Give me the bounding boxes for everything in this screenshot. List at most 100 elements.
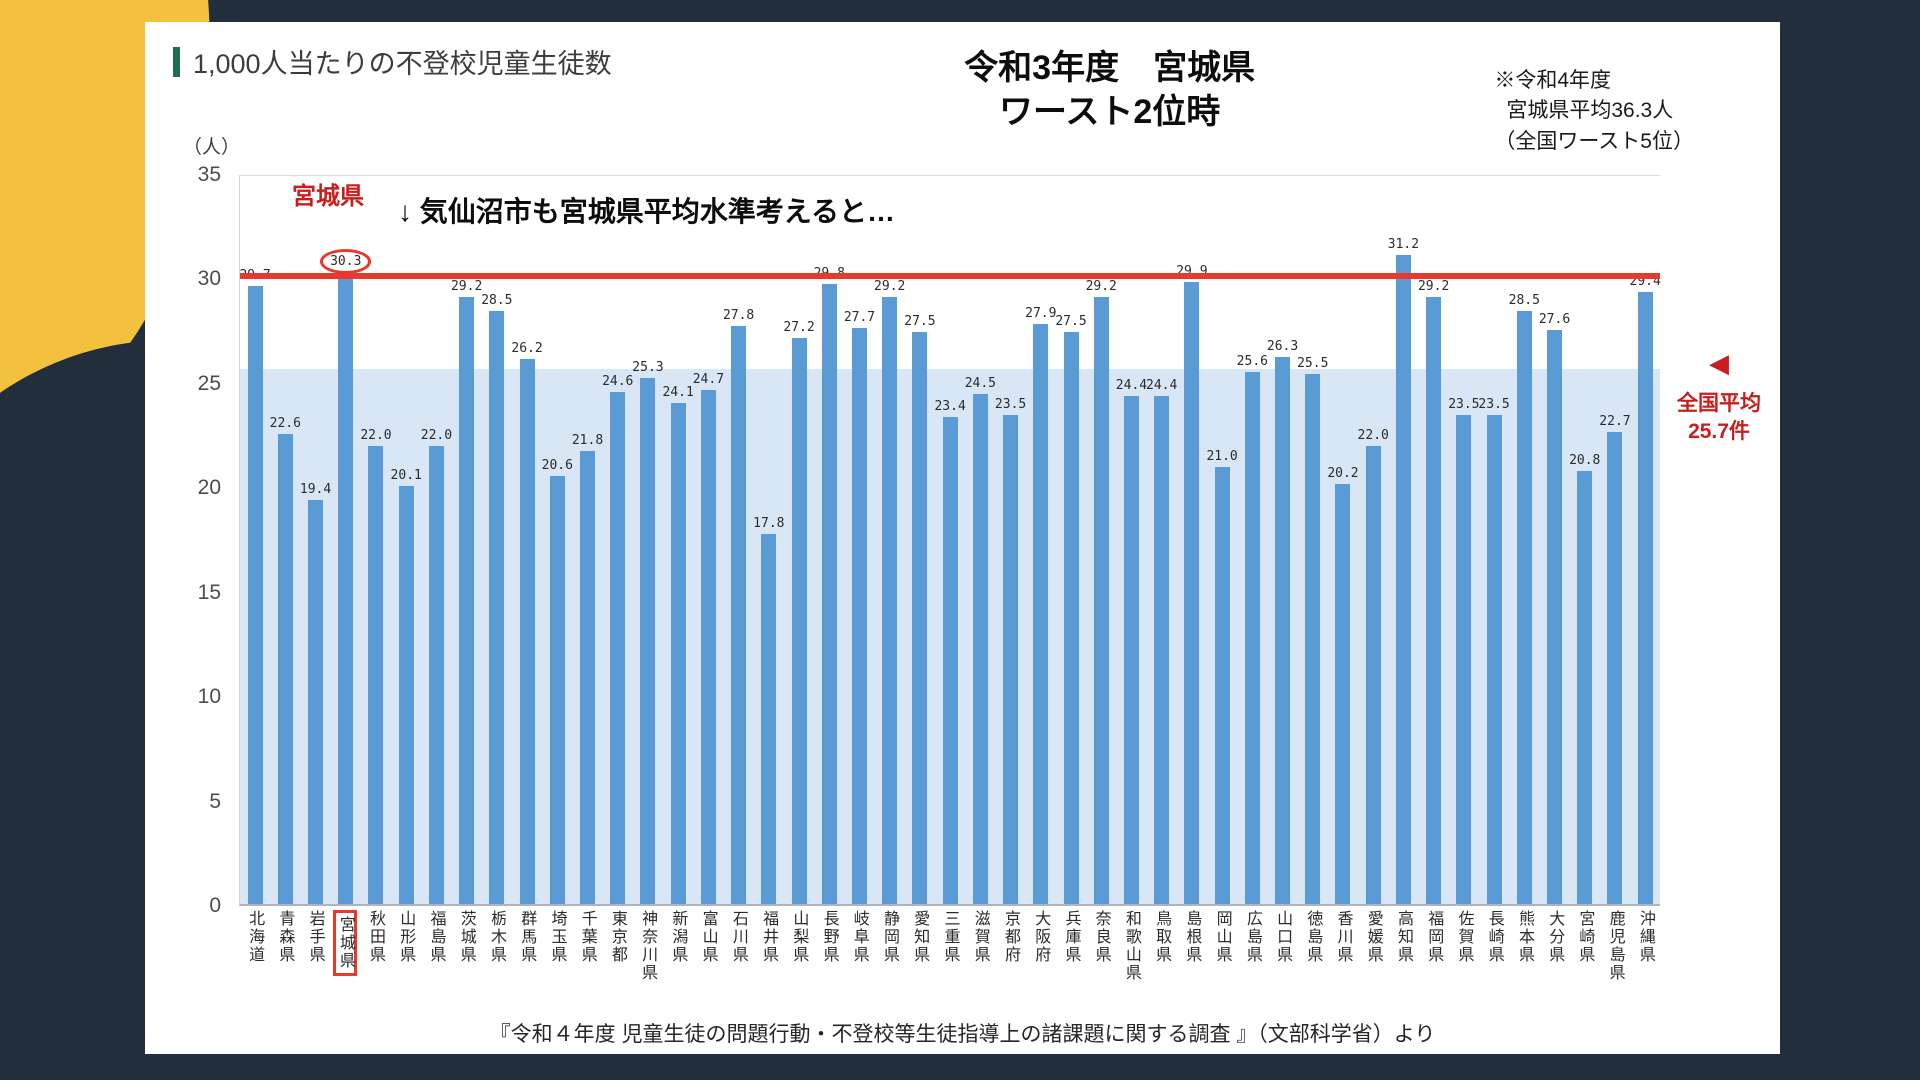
- prefecture-name: 東京都: [608, 910, 626, 964]
- x-axis-label: 埼玉県: [541, 910, 571, 1028]
- prefecture-name: 大阪府: [1032, 910, 1050, 964]
- prefecture-name: 沖縄県: [1636, 910, 1654, 964]
- bar: [1426, 296, 1442, 904]
- national-average-label: 全国平均: [1677, 392, 1761, 415]
- bar: [1516, 311, 1532, 904]
- prefecture-name: 青森県: [276, 910, 294, 964]
- bar-column: 23.4: [934, 176, 966, 904]
- bar-value-label: 27.8: [722, 307, 755, 323]
- bar-value-label: 24.6: [602, 374, 634, 390]
- bar-value-label: 27.9: [1025, 305, 1057, 321]
- title-accent-bar: [173, 46, 180, 77]
- bar: [1275, 356, 1291, 904]
- bar: [277, 433, 293, 904]
- x-axis-label: 愛知県: [904, 910, 934, 1028]
- bar-column: 20.6: [542, 176, 573, 904]
- bar-column: 24.7: [693, 176, 724, 904]
- bar-column: 20.1: [391, 176, 422, 904]
- prefecture-name: 福島県: [427, 910, 445, 964]
- bar: [1123, 396, 1139, 904]
- x-axis-label: 青森県: [269, 910, 299, 1028]
- x-axis-label: 鹿児島県: [1600, 910, 1630, 1028]
- prefecture-name: 奈良県: [1092, 910, 1110, 964]
- bar: [1577, 471, 1593, 904]
- bar-value-label: 24.5: [964, 376, 997, 392]
- bar-column: 23.5: [1478, 176, 1510, 904]
- x-axis-label: 滋賀県: [965, 910, 995, 1028]
- bar-value-label: 25.3: [632, 359, 664, 375]
- bar-column: 29.2: [451, 176, 482, 904]
- prefecture-name: 神奈川県: [639, 910, 657, 982]
- y-tick-label: 0: [209, 894, 221, 917]
- bar-value-label: 25.5: [1297, 355, 1329, 371]
- bar-column: 24.5: [964, 176, 997, 904]
- x-axis-label: 香川県: [1327, 910, 1357, 1028]
- bar: [1365, 446, 1381, 904]
- bar-value-label: 26.2: [511, 341, 543, 357]
- y-tick-label: 15: [197, 580, 221, 604]
- headline-line2: ワースト2位時: [999, 93, 1221, 132]
- bar-column: 21.0: [1206, 176, 1238, 904]
- bar: [247, 286, 263, 904]
- bar-value-label: 31.2: [1387, 237, 1420, 253]
- bar-column: 27.5: [1055, 176, 1087, 904]
- bar: [368, 446, 384, 904]
- national-average-value: 25.7件: [1688, 420, 1750, 444]
- bar-value-label: 21.0: [1206, 449, 1238, 465]
- prefecture-name: 愛媛県: [1364, 910, 1382, 964]
- prefecture-name: 山梨県: [790, 910, 808, 964]
- bar-column: 22.0: [1358, 176, 1389, 904]
- prefecture-name: 山口県: [1274, 910, 1292, 964]
- bar: [700, 390, 716, 904]
- note-line1: ※令和4年度: [1494, 69, 1612, 92]
- x-axis-label: 福岡県: [1418, 910, 1448, 1028]
- slide-title: 1,000人当たりの不登校児童生徒数: [193, 49, 612, 79]
- bar-column: 20.8: [1569, 176, 1600, 904]
- bar-value-label: 27.2: [783, 320, 815, 336]
- x-axis-label: 岡山県: [1207, 910, 1237, 1028]
- y-axis-unit-label: （人）: [183, 137, 241, 158]
- bar: [1063, 332, 1079, 904]
- bar-value-label: 29.2: [1417, 278, 1450, 294]
- prefecture-name: 福井県: [760, 910, 778, 964]
- bars: 29.722.619.430.322.020.122.029.228.526.2…: [239, 176, 1661, 904]
- bar: [1244, 371, 1260, 904]
- bar: [942, 417, 958, 904]
- x-axis-label: 神奈川県: [632, 910, 662, 1028]
- bar-value-label: 24.1: [662, 384, 694, 400]
- bar: [1154, 396, 1170, 904]
- bar-column: 23.5: [995, 176, 1026, 904]
- bar-value-label: 24.4: [1115, 378, 1148, 394]
- x-axis-label: 島根県: [1176, 910, 1206, 1028]
- bar-column: 29.8: [814, 176, 845, 904]
- bar: [489, 311, 505, 904]
- bar: [972, 394, 988, 904]
- x-axis-label: 和歌山県: [1116, 910, 1146, 1028]
- prefecture-name: 静岡県: [881, 910, 899, 964]
- prefecture-name: 北海道: [246, 910, 264, 964]
- prefecture-name: 長崎県: [1485, 910, 1503, 964]
- bar-value-label: 20.2: [1327, 465, 1359, 481]
- bar: [398, 485, 414, 904]
- x-axis-label: 大阪府: [1025, 910, 1055, 1028]
- x-axis-label: 鳥取県: [1146, 910, 1176, 1028]
- prefecture-name: 宮崎県: [1576, 910, 1594, 964]
- y-tick-label: 5: [209, 789, 221, 813]
- bar: [791, 338, 807, 904]
- x-axis-label: 宮崎県: [1569, 910, 1599, 1028]
- left-triangle-icon: ◀: [1709, 348, 1729, 378]
- bar-value-label: 30.3: [320, 248, 372, 274]
- x-axis-label: 愛媛県: [1358, 910, 1388, 1028]
- x-axis-label: 富山県: [693, 910, 723, 1028]
- x-labels: 北海道 青森県 岩手県 宮城県 秋田県 山形県 福島県 茨城県 栃木県 群馬県 埼玉県 千葉県 東京都神…: [239, 910, 1660, 1028]
- x-axis-label: 広島県: [1237, 910, 1267, 1028]
- miyagi-level-line: [240, 272, 1660, 279]
- bar-value-label: 28.5: [1508, 293, 1540, 309]
- bar-column: 17.8: [753, 176, 784, 904]
- prefecture-name: 宮城県: [332, 910, 357, 976]
- prefecture-name: 栃木県: [487, 910, 505, 964]
- x-axis-label: 東京都: [602, 910, 632, 1028]
- bar-column: 25.5: [1297, 176, 1329, 904]
- x-axis-label: 長崎県: [1479, 910, 1509, 1028]
- bar-value-label: 24.4: [1146, 378, 1178, 394]
